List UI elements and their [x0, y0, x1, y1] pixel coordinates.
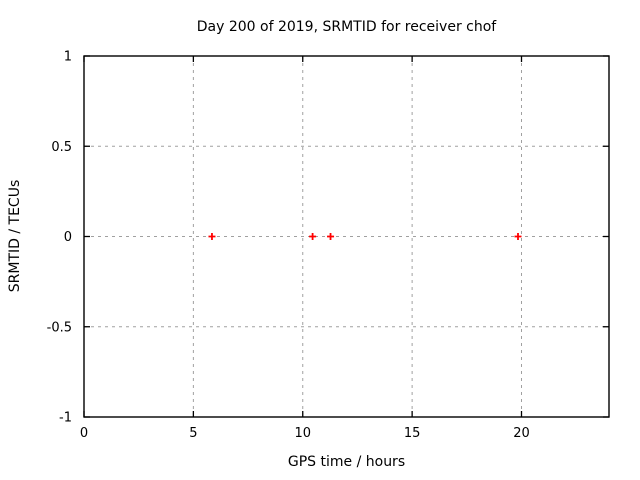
x-tick-label: 20 [513, 426, 530, 441]
data-point-marker [514, 233, 522, 240]
x-tick-label: 5 [189, 426, 197, 441]
y-tick-label: 1 [64, 50, 72, 65]
data-point-marker [309, 233, 317, 240]
y-tick-label: -0.5 [47, 320, 72, 335]
y-tick-label: 0 [64, 230, 72, 245]
x-tick-label: 10 [294, 426, 311, 441]
y-tick-label: -1 [59, 411, 72, 426]
x-tick-label: 15 [404, 426, 421, 441]
data-point-marker [208, 233, 216, 240]
data-point-marker [327, 233, 335, 240]
y-tick-label: 0.5 [51, 140, 72, 155]
chart-title: Day 200 of 2019, SRMTID for receiver cho… [196, 19, 497, 35]
x-tick-label: 0 [80, 426, 88, 441]
x-axis-label: GPS time / hours [287, 454, 406, 470]
